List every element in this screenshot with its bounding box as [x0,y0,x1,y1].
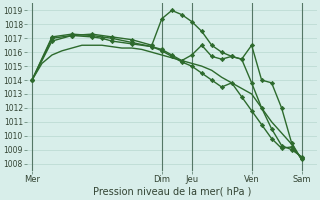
X-axis label: Pression niveau de la mer( hPa ): Pression niveau de la mer( hPa ) [92,187,251,197]
